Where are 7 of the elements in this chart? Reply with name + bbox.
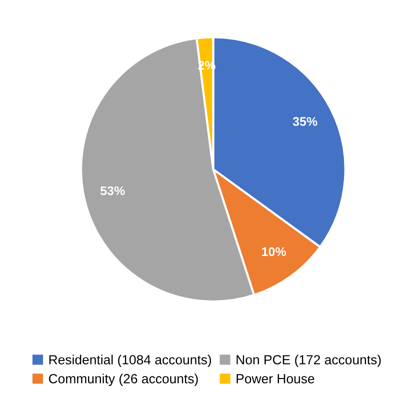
data-label: 10% (262, 247, 286, 256)
legend-label: Community (26 accounts) (48, 374, 198, 386)
data-label: 53% (100, 186, 125, 196)
legend-label: Power House (236, 374, 314, 384)
legend-label: Residential (1084 accounts) (49, 354, 212, 368)
data-label: 35% (292, 117, 318, 126)
legend-label: Non PCE (172 accounts) (236, 354, 381, 368)
